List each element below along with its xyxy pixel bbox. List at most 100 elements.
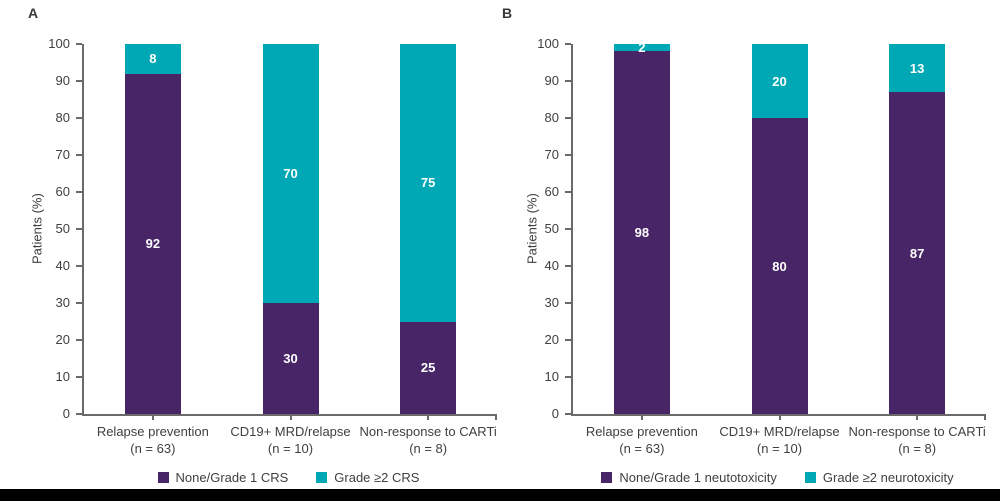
bar-column: 25 75 <box>400 44 457 414</box>
y-tick <box>565 80 571 82</box>
y-tick-label: 10 <box>55 369 70 384</box>
bar-column: 30 70 <box>262 44 319 414</box>
y-tick-label: 30 <box>544 295 559 310</box>
y-tick-label: 70 <box>55 147 70 162</box>
y-tick-label: 40 <box>544 258 559 273</box>
legend-label: None/Grade 1 CRS <box>175 469 289 485</box>
x-category-label: Relapse prevention (n = 63) <box>58 423 248 457</box>
x-category-label-line2: (n = 63) <box>130 441 176 456</box>
y-tick <box>76 302 82 304</box>
x-tick <box>916 414 919 420</box>
bar-column: 92 8 <box>124 44 181 414</box>
segment-value-label: 98 <box>634 225 650 241</box>
segment-none-grade1: 25 <box>400 321 457 414</box>
y-tick <box>565 413 571 415</box>
x-category-label-line2: (n = 10) <box>267 441 314 456</box>
segment-value-label: 70 <box>283 166 298 181</box>
segment-value-label: 8 <box>149 51 157 67</box>
y-tick-label: 10 <box>544 369 559 384</box>
y-tick-label: 90 <box>55 73 70 88</box>
y-tick-label: 100 <box>48 36 70 51</box>
y-tick-label: 90 <box>544 73 559 88</box>
panel-label: A <box>28 5 39 21</box>
y-tick <box>76 339 82 341</box>
y-tick-label: 50 <box>544 221 559 236</box>
y-tick-label: 30 <box>55 295 70 310</box>
segment-value-label: 87 <box>909 245 925 261</box>
x-category-label: CD19+ MRD/relapse (n = 10) <box>685 423 875 457</box>
x-tick <box>151 414 154 420</box>
segment-grade2plus: 75 <box>400 44 457 322</box>
y-tick <box>76 228 82 230</box>
segment-grade2plus: 8 <box>124 44 181 74</box>
x-tick <box>640 414 643 420</box>
x-tick <box>984 414 986 420</box>
y-tick-label: 0 <box>62 406 70 421</box>
segment-none-grade1: 80 <box>751 118 808 414</box>
y-tick <box>76 265 82 267</box>
x-category-label: Relapse prevention (n = 63) <box>547 423 737 457</box>
y-tick <box>565 154 571 156</box>
legend-item: Grade ≥2 neurotoxicity <box>804 469 954 485</box>
legend-item: None/Grade 1 CRS <box>157 469 289 485</box>
legend-swatch <box>601 471 613 483</box>
y-tick <box>76 413 82 415</box>
segment-value-label: 20 <box>772 73 787 89</box>
bar-column: 87 13 <box>889 44 946 414</box>
y-tick <box>76 80 82 82</box>
x-category-label-line1: Non-response to CARTi <box>359 424 497 439</box>
x-category-label-line1: Relapse prevention <box>96 424 209 439</box>
segment-value-label: 25 <box>420 360 436 376</box>
y-tick-label: 60 <box>55 184 70 199</box>
y-tick <box>565 117 571 119</box>
segment-value-label: 13 <box>909 60 925 76</box>
y-tick <box>565 339 571 341</box>
x-category-label: Non-response to CARTi (n = 8) <box>333 423 523 457</box>
segment-grade2plus: 2 <box>613 40 670 56</box>
x-category-label-line2: (n = 8) <box>409 441 448 456</box>
y-tick-label: 20 <box>55 332 70 347</box>
legend-item: Grade ≥2 CRS <box>316 470 419 485</box>
legend-label: Grade ≥2 CRS <box>334 469 420 485</box>
x-category-label-line2: (n = 10) <box>756 441 803 456</box>
segment-none-grade1: 30 <box>262 303 319 414</box>
bar-column: 80 20 <box>751 44 808 414</box>
y-tick-label: 70 <box>544 147 559 162</box>
segment-value-label: 80 <box>772 258 787 274</box>
segment-grade2plus: 13 <box>889 44 946 93</box>
segment-none-grade1: 87 <box>889 92 946 414</box>
y-tick <box>565 228 571 230</box>
legend-label: None/Grade 1 neutotoxicity <box>619 469 777 485</box>
segment-grade2plus: 70 <box>262 44 319 303</box>
legend-label: Grade ≥2 neurotoxicity <box>822 469 954 485</box>
legend-swatch <box>157 471 169 483</box>
x-category-label-line1: Relapse prevention <box>585 424 698 439</box>
bar-column: 98 2 <box>613 40 670 414</box>
y-tick <box>565 302 571 304</box>
y-tick-label: 80 <box>55 110 70 125</box>
y-tick <box>76 43 82 45</box>
x-category-label-line2: (n = 8) <box>898 441 937 456</box>
segment-value-label: 30 <box>283 351 298 366</box>
y-tick <box>76 376 82 378</box>
x-tick <box>289 414 292 420</box>
y-tick-label: 100 <box>537 36 559 51</box>
x-category-label-line1: CD19+ MRD/relapse <box>719 424 840 439</box>
segment-none-grade1: 92 <box>124 73 181 414</box>
panel-b: B Patients (%) 0 10 20 30 40 50 60 70 80 90 100 Rel… <box>500 0 1000 489</box>
x-tick <box>495 414 497 420</box>
x-category-label-line1: CD19+ MRD/relapse <box>230 424 351 439</box>
segment-none-grade1: 98 <box>613 51 670 414</box>
y-tick-label: 60 <box>544 184 559 199</box>
segment-value-label: 2 <box>638 40 646 56</box>
legend-swatch <box>316 471 328 483</box>
y-tick-label: 50 <box>55 221 70 236</box>
panel-a: A Patients (%) 0 10 20 30 40 50 60 70 80 90 100 Rel… <box>0 0 500 489</box>
plot-area: 0 10 20 30 40 50 60 70 80 90 100 Relapse prevention… <box>537 36 986 456</box>
y-tick-label: 20 <box>544 332 559 347</box>
x-category-label: Non-response to CARTi (n = 8) <box>822 423 1000 457</box>
legend-swatch <box>804 471 816 483</box>
y-tick <box>565 265 571 267</box>
bottom-black-bar <box>0 489 1000 501</box>
